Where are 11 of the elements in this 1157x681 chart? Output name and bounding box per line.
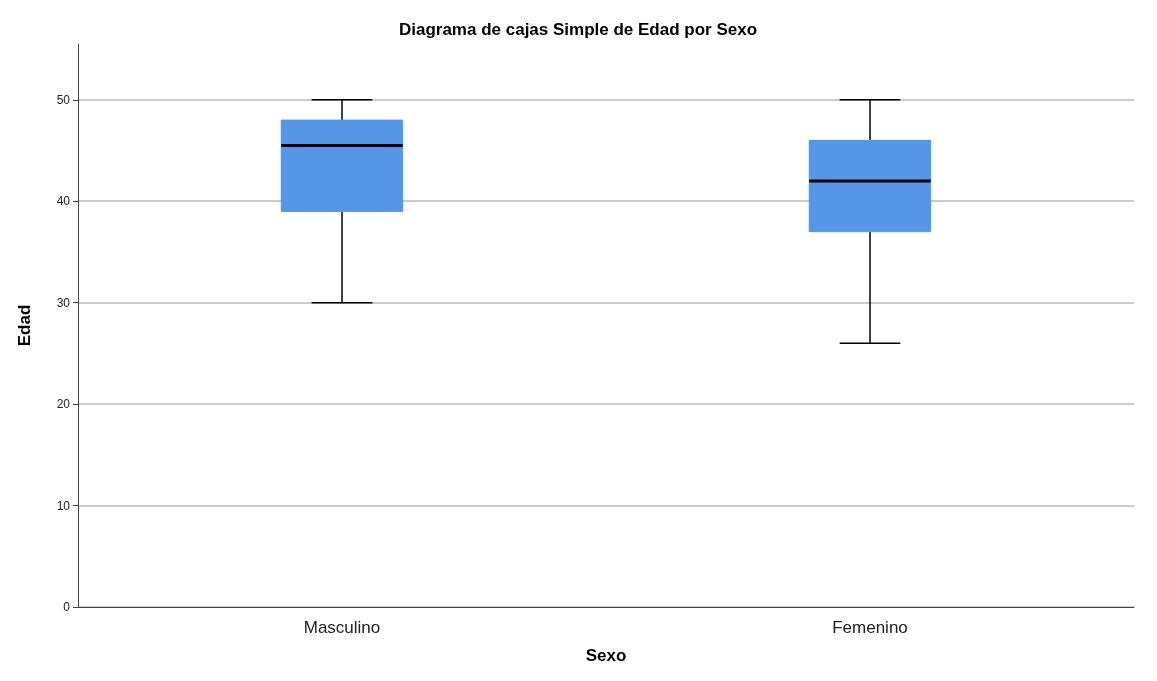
y-tick-label: 40 (56, 194, 71, 209)
chart-title: Diagrama de cajas Simple de Edad por Sexo (398, 20, 758, 39)
y-tick-label: 10 (56, 498, 71, 513)
y-axis-title: Edad (15, 304, 34, 347)
y-tick-label: 20 (56, 397, 71, 412)
y-tick-label: 50 (56, 92, 71, 107)
x-tick-label: Masculino (303, 618, 381, 637)
y-tick-label: 0 (63, 600, 71, 614)
y-tick-label: 30 (56, 295, 71, 310)
x-axis-title: Sexo (585, 646, 627, 665)
x-tick-label: Femenino (832, 618, 908, 637)
